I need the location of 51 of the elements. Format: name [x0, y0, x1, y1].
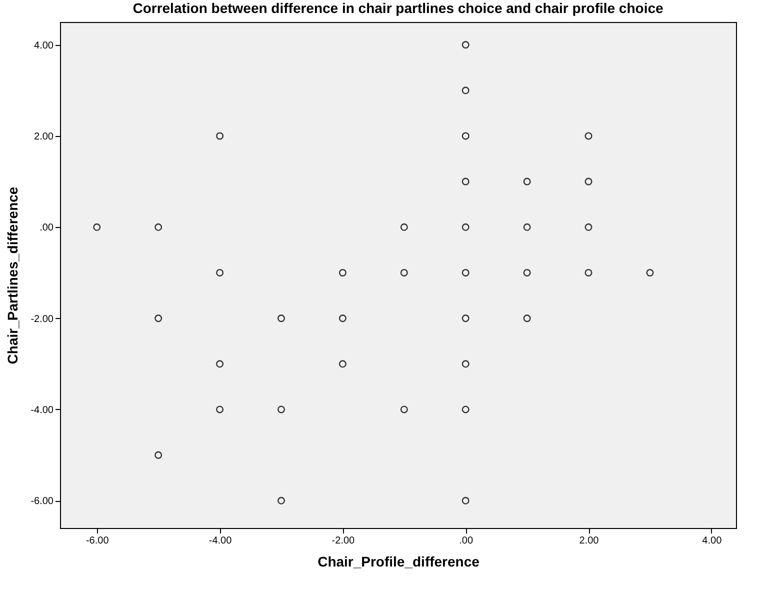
point	[462, 268, 470, 276]
point	[584, 223, 592, 231]
chart-title: Correlation between difference in chair partlines choice and chair profile choice	[132, 0, 664, 16]
x-axis-title: Chair_Profile_difference	[318, 554, 480, 570]
point	[400, 268, 408, 276]
point	[216, 132, 224, 140]
point	[462, 360, 470, 368]
y-tick-label: .00	[40, 222, 54, 234]
point	[462, 132, 470, 140]
point	[400, 406, 408, 414]
x-tick-label: -4.00	[208, 536, 232, 546]
point	[277, 314, 285, 322]
point	[523, 314, 531, 322]
point	[93, 223, 101, 231]
point	[462, 314, 470, 322]
point	[154, 314, 162, 322]
point	[523, 178, 531, 186]
point	[400, 223, 408, 231]
point	[646, 268, 654, 276]
x-tick-label: -2.00	[332, 536, 356, 546]
point	[462, 41, 470, 49]
y-tick-label: 2.00	[34, 131, 54, 142]
x-tick-label: .00	[459, 536, 474, 546]
y-axis-title: Chair_Partlines_difference	[4, 186, 21, 364]
x-tick-label: 2.00	[579, 536, 600, 546]
point	[523, 268, 531, 276]
point	[462, 223, 470, 231]
y-tick-label: -4.00	[30, 404, 54, 416]
point	[584, 178, 592, 186]
point	[462, 86, 470, 94]
point	[462, 178, 470, 186]
point	[584, 268, 592, 276]
point	[338, 314, 346, 322]
point	[338, 360, 346, 368]
point	[154, 451, 162, 459]
y-tick-label: 4.00	[34, 40, 54, 52]
point	[523, 223, 531, 231]
point	[216, 360, 224, 368]
y-tick-label: -2.00	[30, 314, 54, 325]
point	[216, 406, 224, 414]
point	[277, 406, 285, 414]
point	[216, 268, 224, 276]
y-tick-label: -6.00	[30, 496, 54, 508]
point	[277, 496, 285, 504]
point	[584, 132, 592, 140]
point	[338, 268, 346, 276]
x-tick-label: -6.00	[86, 536, 110, 546]
x-tick-label: 4.00	[702, 536, 722, 546]
point	[462, 496, 470, 504]
point	[154, 223, 162, 231]
point	[462, 406, 470, 414]
